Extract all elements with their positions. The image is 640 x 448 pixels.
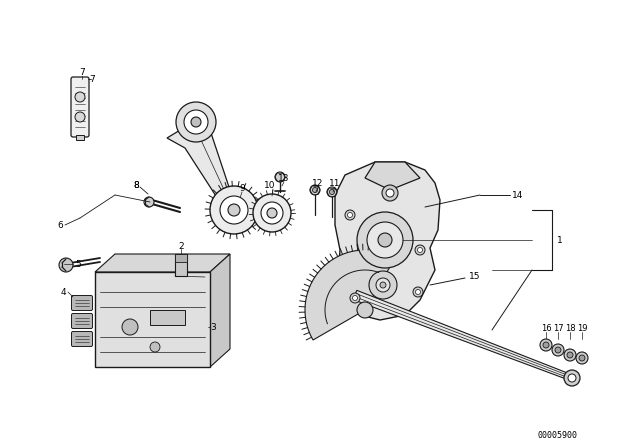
Circle shape	[564, 349, 576, 361]
Circle shape	[75, 112, 85, 122]
Circle shape	[253, 194, 291, 232]
Polygon shape	[365, 162, 420, 190]
Circle shape	[267, 208, 277, 218]
Circle shape	[220, 196, 248, 224]
Circle shape	[144, 197, 154, 207]
Text: 9: 9	[239, 184, 245, 193]
Circle shape	[310, 185, 320, 195]
Text: 7: 7	[79, 68, 85, 77]
Circle shape	[378, 233, 392, 247]
Text: 18: 18	[564, 323, 575, 332]
Text: 6: 6	[57, 220, 63, 229]
Text: 8: 8	[133, 181, 139, 190]
Text: 14: 14	[512, 190, 524, 199]
Text: 5: 5	[75, 259, 81, 268]
Circle shape	[579, 355, 585, 361]
Text: 15: 15	[469, 271, 481, 280]
Text: 4: 4	[60, 288, 66, 297]
Circle shape	[350, 293, 360, 303]
Text: 17: 17	[553, 323, 563, 332]
Circle shape	[75, 92, 85, 102]
Circle shape	[348, 212, 353, 217]
Bar	[150, 310, 185, 325]
Circle shape	[59, 258, 73, 272]
FancyBboxPatch shape	[72, 314, 93, 328]
Polygon shape	[305, 250, 395, 340]
Text: 8: 8	[133, 181, 139, 190]
Circle shape	[380, 282, 386, 288]
Text: 19: 19	[577, 323, 588, 332]
Circle shape	[376, 278, 390, 292]
Circle shape	[357, 212, 413, 268]
Circle shape	[540, 339, 552, 351]
Bar	[76, 135, 84, 140]
Circle shape	[357, 302, 373, 318]
Circle shape	[176, 102, 216, 142]
Polygon shape	[167, 118, 235, 210]
Circle shape	[552, 344, 564, 356]
Bar	[95, 272, 210, 367]
Circle shape	[568, 374, 576, 382]
Circle shape	[122, 319, 138, 335]
Text: 00005900: 00005900	[537, 431, 577, 439]
Text: 7: 7	[89, 74, 95, 83]
Circle shape	[555, 347, 561, 353]
Circle shape	[413, 287, 423, 297]
Polygon shape	[210, 254, 230, 367]
Bar	[175, 254, 187, 262]
Polygon shape	[353, 290, 573, 381]
Text: 1: 1	[557, 236, 563, 245]
Text: 10: 10	[264, 181, 276, 190]
Circle shape	[353, 296, 358, 301]
Circle shape	[210, 186, 258, 234]
Circle shape	[312, 188, 317, 193]
Circle shape	[386, 189, 394, 197]
Text: 16: 16	[541, 323, 551, 332]
Circle shape	[415, 289, 420, 294]
Text: 3: 3	[210, 323, 216, 332]
Circle shape	[330, 190, 335, 194]
Circle shape	[184, 110, 208, 134]
Circle shape	[417, 247, 422, 253]
FancyBboxPatch shape	[71, 77, 89, 137]
Circle shape	[415, 245, 425, 255]
Circle shape	[191, 117, 201, 127]
Circle shape	[564, 370, 580, 386]
Text: 12: 12	[312, 178, 324, 188]
Circle shape	[367, 222, 403, 258]
Circle shape	[369, 271, 397, 299]
Circle shape	[567, 352, 573, 358]
Circle shape	[228, 204, 240, 216]
Bar	[175, 254, 187, 276]
Text: 11: 11	[329, 178, 340, 188]
Circle shape	[382, 185, 398, 201]
Circle shape	[543, 342, 549, 348]
Circle shape	[150, 342, 160, 352]
Circle shape	[576, 352, 588, 364]
Circle shape	[345, 210, 355, 220]
FancyBboxPatch shape	[72, 332, 93, 346]
Circle shape	[275, 172, 285, 182]
Circle shape	[261, 202, 283, 224]
Polygon shape	[335, 162, 440, 320]
Text: 2: 2	[178, 241, 184, 250]
Polygon shape	[95, 254, 230, 272]
FancyBboxPatch shape	[72, 296, 93, 310]
Text: 13: 13	[278, 173, 290, 182]
Circle shape	[327, 187, 337, 197]
